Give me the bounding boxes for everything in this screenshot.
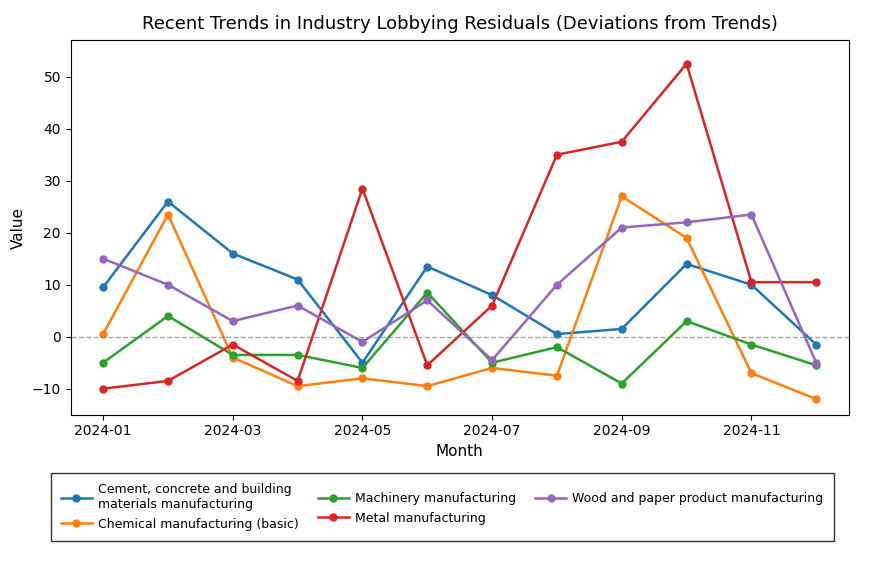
Metal manufacturing [98, 385, 109, 392]
Wood and paper product manufacturing [98, 255, 109, 262]
Machinery manufacturing [487, 359, 498, 366]
Y-axis label: Value: Value [11, 207, 27, 248]
Wood and paper product manufacturing [682, 219, 692, 226]
Chemical manufacturing (basic) [811, 396, 821, 403]
Cement, concrete and building
materials manufacturing [746, 281, 757, 288]
Chemical manufacturing (basic) [422, 382, 432, 389]
Cement, concrete and building
materials manufacturing [163, 198, 173, 205]
Cement, concrete and building
materials manufacturing [227, 250, 238, 257]
Machinery manufacturing [293, 351, 303, 358]
Line: Metal manufacturing: Metal manufacturing [100, 60, 819, 392]
Machinery manufacturing [422, 289, 432, 296]
Cement, concrete and building
materials manufacturing [422, 263, 432, 270]
Metal manufacturing [293, 377, 303, 384]
Wood and paper product manufacturing [163, 281, 173, 288]
Machinery manufacturing [552, 344, 562, 351]
Chemical manufacturing (basic) [487, 365, 498, 372]
Machinery manufacturing [98, 359, 109, 366]
Wood and paper product manufacturing [552, 281, 562, 288]
Chemical manufacturing (basic) [552, 372, 562, 379]
Wood and paper product manufacturing [616, 224, 627, 231]
Machinery manufacturing [682, 318, 692, 325]
Metal manufacturing [746, 279, 757, 286]
Chemical manufacturing (basic) [98, 331, 109, 338]
Metal manufacturing [422, 362, 432, 369]
Cement, concrete and building
materials manufacturing [616, 325, 627, 332]
Machinery manufacturing [811, 362, 821, 369]
Cement, concrete and building
materials manufacturing [293, 276, 303, 283]
Metal manufacturing [163, 377, 173, 384]
Line: Machinery manufacturing: Machinery manufacturing [100, 289, 819, 387]
Cement, concrete and building
materials manufacturing [357, 359, 368, 366]
Title: Recent Trends in Industry Lobbying Residuals (Deviations from Trends): Recent Trends in Industry Lobbying Resid… [141, 15, 778, 33]
Machinery manufacturing [746, 341, 757, 348]
Cement, concrete and building
materials manufacturing [98, 284, 109, 291]
Line: Chemical manufacturing (basic): Chemical manufacturing (basic) [100, 193, 819, 403]
Metal manufacturing [811, 279, 821, 286]
Metal manufacturing [552, 151, 562, 158]
Metal manufacturing [616, 138, 627, 145]
Machinery manufacturing [616, 380, 627, 387]
Machinery manufacturing [357, 365, 368, 372]
Chemical manufacturing (basic) [682, 234, 692, 241]
Chemical manufacturing (basic) [357, 375, 368, 382]
Wood and paper product manufacturing [487, 357, 498, 363]
Chemical manufacturing (basic) [227, 354, 238, 361]
Cement, concrete and building
materials manufacturing [811, 341, 821, 348]
Line: Wood and paper product manufacturing: Wood and paper product manufacturing [100, 211, 819, 366]
X-axis label: Month: Month [436, 444, 484, 459]
Wood and paper product manufacturing [422, 297, 432, 304]
Chemical manufacturing (basic) [293, 382, 303, 389]
Machinery manufacturing [227, 351, 238, 358]
Cement, concrete and building
materials manufacturing [552, 331, 562, 338]
Wood and paper product manufacturing [357, 339, 368, 346]
Cement, concrete and building
materials manufacturing [487, 291, 498, 298]
Wood and paper product manufacturing [746, 211, 757, 218]
Machinery manufacturing [163, 312, 173, 319]
Metal manufacturing [682, 60, 692, 67]
Chemical manufacturing (basic) [746, 370, 757, 377]
Wood and paper product manufacturing [811, 359, 821, 366]
Metal manufacturing [487, 302, 498, 309]
Cement, concrete and building
materials manufacturing [682, 260, 692, 267]
Chemical manufacturing (basic) [616, 193, 627, 200]
Metal manufacturing [227, 341, 238, 348]
Wood and paper product manufacturing [293, 302, 303, 309]
Line: Cement, concrete and building
materials manufacturing: Cement, concrete and building materials … [100, 198, 819, 366]
Metal manufacturing [357, 185, 368, 192]
Legend: Cement, concrete and building
materials manufacturing, Chemical manufacturing (b: Cement, concrete and building materials … [50, 473, 834, 540]
Chemical manufacturing (basic) [163, 211, 173, 218]
Wood and paper product manufacturing [227, 318, 238, 325]
